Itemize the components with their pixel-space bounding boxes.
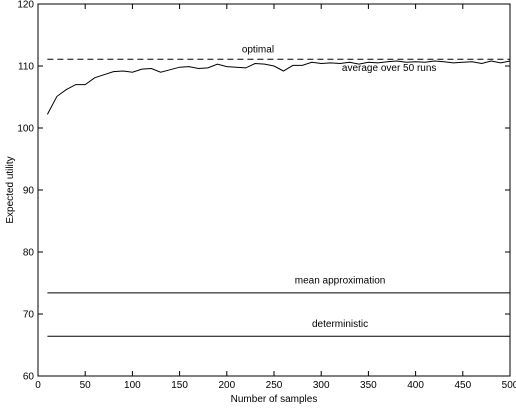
x-tick-label: 300 [313,380,330,391]
annotation-label: deterministic [312,319,368,330]
plot-series [46,58,511,337]
y-tick-label: 110 [18,62,34,73]
y-tick-label: 120 [17,0,34,11]
plot-frame [37,3,511,377]
x-tick-label: 450 [454,380,471,391]
x-tick-label: 50 [80,380,92,391]
y-tick-label: 90 [23,186,35,197]
y-axis-label: Expected utility [5,156,16,223]
series-line-average-over-50-runs [46,60,511,115]
x-tick-label: 250 [266,380,283,391]
x-tick-label: 400 [407,380,424,391]
x-tick-label: 350 [360,380,377,391]
x-tick-label: 0 [35,380,41,391]
y-tick-label: 70 [23,310,35,321]
annotation-label: average over 50 runs [342,63,437,74]
x-tick-label: 200 [218,380,235,391]
y-tick-label: 80 [23,248,35,259]
plot-annotations: optimal average over 50 runs mean approxim… [242,44,437,330]
annotation-label: optimal [242,44,274,55]
y-tick-label: 60 [23,372,35,383]
x-axis: 0 50 100 150 200 250 300 350 400 450 500 [35,4,516,391]
y-axis: 60 70 80 90 100 110 120 [17,0,510,383]
y-tick-label: 100 [17,124,34,135]
x-tick-label: 150 [171,380,188,391]
annotation-label: mean approximation [295,276,386,287]
x-axis-label: Number of samples [231,394,318,405]
x-tick-label: 500 [502,380,516,391]
x-tick-label: 100 [124,380,141,391]
